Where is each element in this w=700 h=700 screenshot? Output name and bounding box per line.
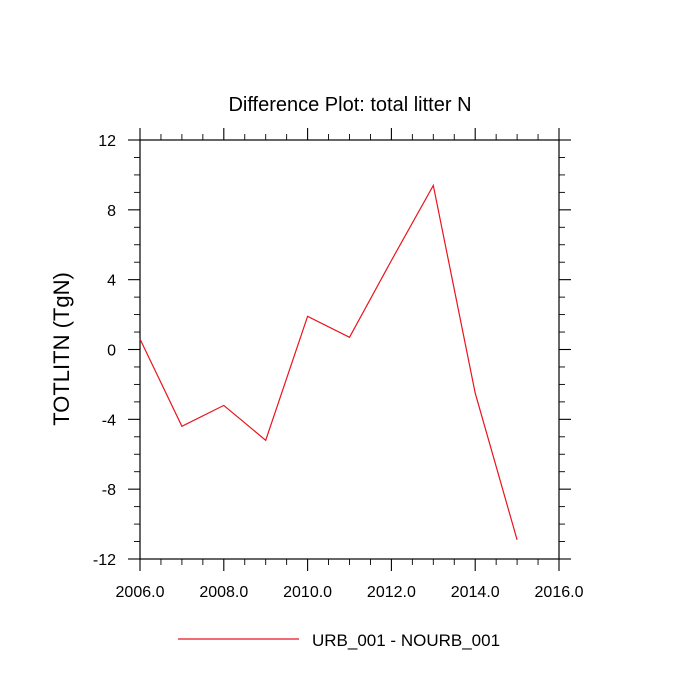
y-tick-label: -8 bbox=[102, 482, 116, 499]
series-line-urb-nourb bbox=[139, 183, 518, 540]
y-tick-label: 0 bbox=[107, 343, 116, 360]
x-tick-label: 2010.0 bbox=[283, 584, 332, 601]
x-tick-label: 2012.0 bbox=[367, 584, 416, 601]
legend: URB_001 - NOURB_001 bbox=[178, 631, 500, 650]
y-tick-label: -4 bbox=[102, 412, 116, 429]
y-tick-label: 8 bbox=[107, 203, 116, 220]
x-tick-label: 2014.0 bbox=[451, 584, 500, 601]
y-tick-label: 12 bbox=[98, 133, 116, 150]
y-axis-label: TOTLITN (TgN) bbox=[49, 272, 74, 426]
x-tick-label: 2008.0 bbox=[199, 584, 248, 601]
x-tick-label: 2016.0 bbox=[535, 584, 584, 601]
tick-labels: 2006.0 2008.0 2010.0 2012.0 2014.0 2016.0 12 8 4… bbox=[93, 133, 584, 601]
legend-label-urb-nourb: URB_001 - NOURB_001 bbox=[312, 631, 500, 650]
series-layer bbox=[139, 183, 518, 540]
x-tick-label: 2006.0 bbox=[116, 584, 165, 601]
y-tick-label: 4 bbox=[107, 273, 116, 290]
axis-ticks bbox=[128, 128, 571, 571]
chart-title: Difference Plot: total litter N bbox=[228, 94, 471, 116]
plot-frame bbox=[139, 139, 560, 560]
y-tick-label: -12 bbox=[93, 552, 116, 569]
